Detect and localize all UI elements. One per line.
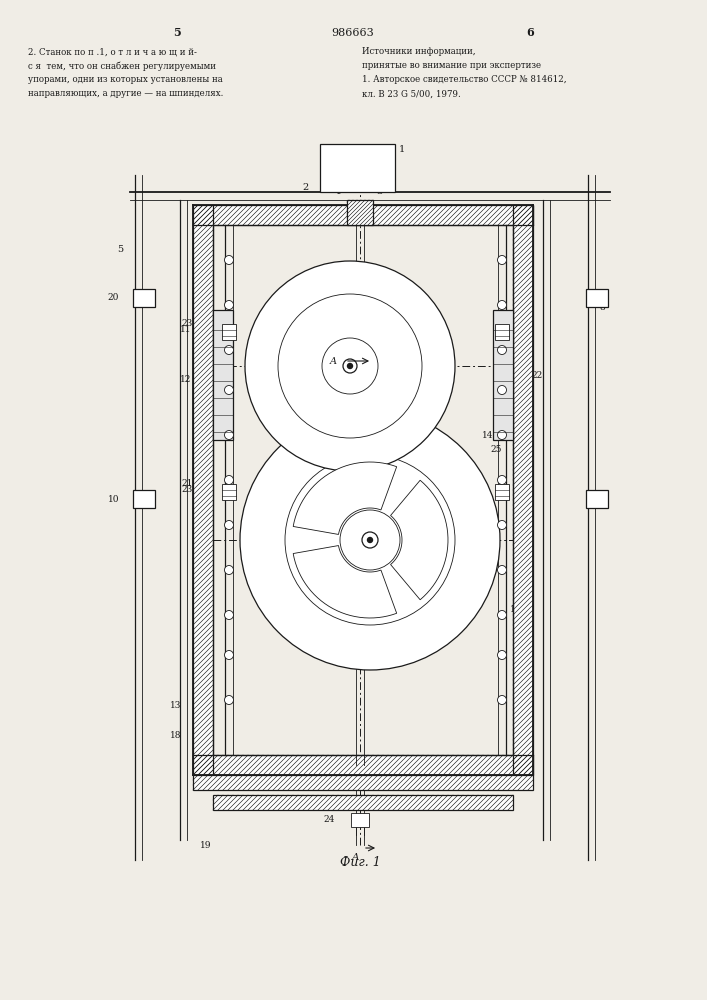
Circle shape — [498, 346, 506, 355]
Bar — [193, 205, 213, 775]
Bar — [213, 310, 233, 440]
Text: 18: 18 — [201, 778, 213, 788]
Text: 17: 17 — [332, 778, 344, 788]
Circle shape — [362, 532, 378, 548]
Bar — [495, 484, 509, 500]
Text: Фиг. 1: Фиг. 1 — [339, 856, 380, 868]
Text: 25: 25 — [490, 446, 501, 454]
Text: 24: 24 — [324, 816, 335, 824]
Text: кл. В 23 G 5/00, 1979.: кл. В 23 G 5/00, 1979. — [362, 90, 461, 99]
Circle shape — [225, 385, 233, 394]
Text: принятые во внимание при экспертизе: принятые во внимание при экспертизе — [362, 62, 541, 70]
Circle shape — [498, 430, 506, 440]
Circle shape — [498, 566, 506, 574]
Text: 18: 18 — [170, 730, 181, 740]
Circle shape — [225, 566, 233, 574]
Text: 21: 21 — [182, 480, 193, 488]
Circle shape — [225, 520, 233, 530]
Bar — [213, 795, 513, 810]
Bar — [495, 324, 509, 340]
Text: 2. Станок по п .1, о т л и ч а ю щ и й-: 2. Станок по п .1, о т л и ч а ю щ и й- — [28, 47, 197, 56]
Bar — [493, 310, 513, 440]
Circle shape — [225, 696, 233, 704]
Text: 8: 8 — [599, 304, 604, 312]
Text: 4: 4 — [335, 188, 341, 196]
Text: 5: 5 — [117, 245, 123, 254]
Text: A: A — [330, 357, 337, 365]
Bar — [513, 205, 533, 775]
Circle shape — [498, 610, 506, 619]
Text: 2: 2 — [302, 182, 308, 192]
Circle shape — [278, 294, 422, 438]
Bar — [320, 144, 395, 192]
Text: 16: 16 — [378, 778, 390, 788]
Text: 1: 1 — [399, 145, 405, 154]
Text: с я  тем, что он снабжен регулируемыми: с я тем, что он снабжен регулируемыми — [28, 61, 216, 71]
Text: упорами, одни из которых установлены на: упорами, одни из которых установлены на — [28, 76, 223, 85]
Circle shape — [343, 359, 357, 373]
Circle shape — [498, 520, 506, 530]
Circle shape — [225, 300, 233, 310]
Bar — [586, 289, 608, 307]
Circle shape — [225, 346, 233, 355]
Circle shape — [498, 696, 506, 704]
Circle shape — [285, 455, 455, 625]
Text: 11: 11 — [180, 326, 191, 334]
Text: 7: 7 — [381, 215, 387, 224]
Bar — [133, 289, 155, 307]
Circle shape — [225, 610, 233, 619]
Text: 22: 22 — [531, 370, 542, 379]
Circle shape — [322, 338, 378, 394]
Circle shape — [498, 385, 506, 394]
Circle shape — [498, 300, 506, 310]
Bar — [133, 490, 155, 508]
Circle shape — [368, 538, 373, 542]
Text: 3: 3 — [376, 188, 382, 196]
Text: A: A — [352, 854, 360, 862]
Text: 20: 20 — [107, 294, 119, 302]
Text: 13: 13 — [170, 700, 181, 710]
Circle shape — [225, 650, 233, 660]
Polygon shape — [293, 462, 397, 534]
Text: 986663: 986663 — [332, 28, 375, 38]
Bar — [193, 205, 533, 225]
Circle shape — [498, 255, 506, 264]
Circle shape — [348, 363, 353, 368]
Circle shape — [498, 476, 506, 485]
Text: 6: 6 — [329, 215, 335, 224]
Circle shape — [498, 650, 506, 660]
Bar — [351, 813, 369, 827]
Polygon shape — [390, 480, 448, 600]
Circle shape — [240, 410, 500, 670]
Text: 10: 10 — [107, 494, 119, 504]
Bar — [193, 775, 533, 790]
Text: 1. Авторское свидетельство СССР № 814612,: 1. Авторское свидетельство СССР № 814612… — [362, 76, 566, 85]
Text: 6: 6 — [526, 27, 534, 38]
Text: 23: 23 — [182, 320, 193, 328]
Polygon shape — [293, 546, 397, 618]
Text: 23: 23 — [182, 486, 193, 494]
Circle shape — [225, 476, 233, 485]
Text: направляющих, а другие — на шпинделях.: направляющих, а другие — на шпинделях. — [28, 90, 223, 99]
Circle shape — [245, 261, 455, 471]
Bar — [193, 755, 533, 775]
Circle shape — [340, 510, 400, 570]
Bar — [222, 484, 236, 500]
Circle shape — [225, 430, 233, 440]
Bar — [347, 200, 373, 225]
Text: 5: 5 — [173, 27, 181, 38]
Circle shape — [225, 255, 233, 264]
Bar — [586, 490, 608, 508]
Text: 12: 12 — [180, 375, 191, 384]
Text: 14: 14 — [482, 430, 493, 440]
Text: 9: 9 — [599, 290, 604, 298]
Text: Источники информации,: Источники информации, — [362, 47, 476, 56]
Bar — [222, 324, 236, 340]
Text: 19: 19 — [200, 840, 211, 850]
Text: 15: 15 — [510, 605, 522, 614]
